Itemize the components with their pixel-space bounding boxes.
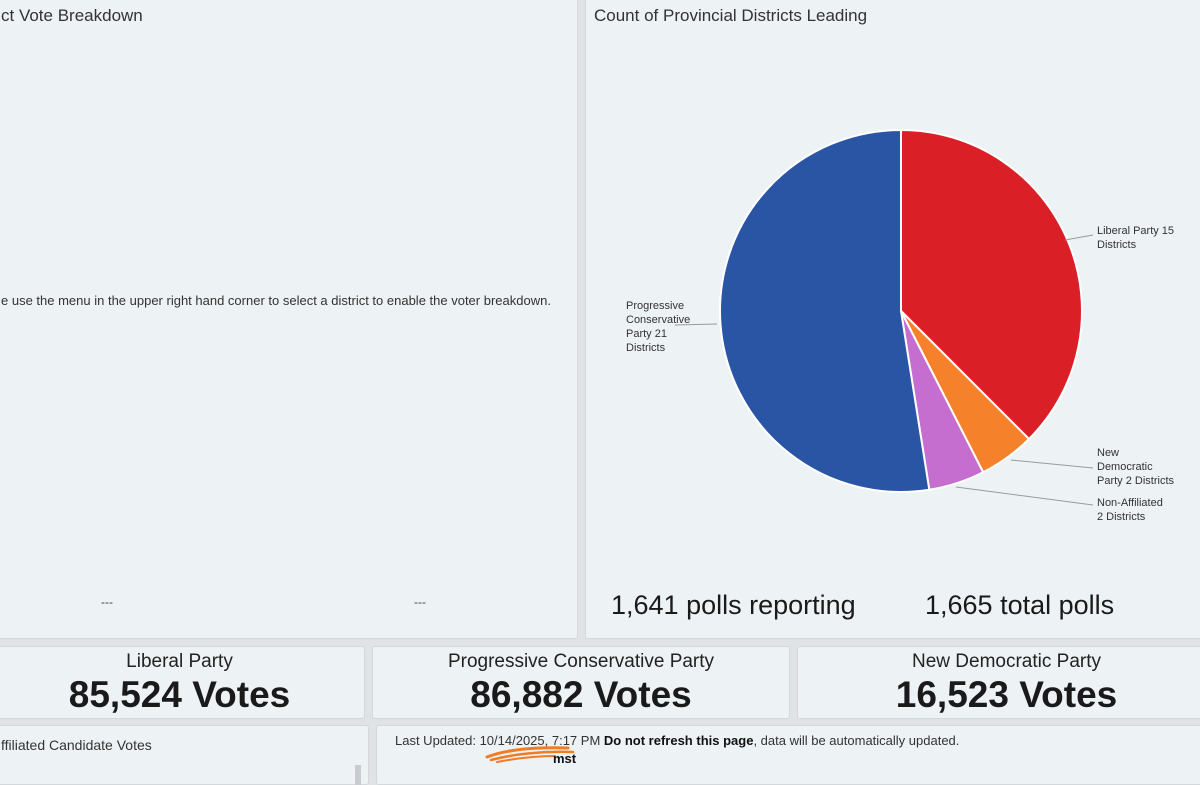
orange-scribble-annotation bbox=[485, 746, 575, 763]
last-updated-timestamp: 10/14/2025, 7:17 PM bbox=[479, 733, 601, 748]
party-name: Liberal Party bbox=[126, 651, 233, 672]
party-name: New Democratic Party bbox=[912, 651, 1101, 672]
placeholder-value: --- bbox=[414, 595, 426, 609]
polls-reporting: 1,641 polls reporting bbox=[611, 590, 856, 620]
party-votes: 16,523 Votes bbox=[895, 674, 1118, 715]
last-updated-label: Last Updated: bbox=[395, 733, 476, 748]
scrollbar[interactable] bbox=[355, 765, 361, 785]
district-vote-breakdown-panel: ct Vote Breakdown e use the menu in the … bbox=[0, 0, 578, 639]
panel-title: ffiliated Candidate Votes bbox=[1, 737, 152, 753]
panel-title: ct Vote Breakdown bbox=[1, 6, 143, 25]
districts-leading-panel: Count of Provincial Districts Leading 1,… bbox=[585, 0, 1200, 639]
last-updated-panel: Last Updated: 10/14/2025, 7:17 PM Do not… bbox=[376, 725, 1200, 785]
non-affiliated-votes-panel: ffiliated Candidate Votes bbox=[0, 725, 369, 785]
timezone-annotation: mst bbox=[553, 751, 577, 766]
party-name: Progressive Conservative Party bbox=[447, 651, 715, 672]
panel-title: Count of Provincial Districts Leading bbox=[594, 6, 868, 25]
vote-card-liberal: Liberal Party 85,524 Votes bbox=[0, 646, 365, 719]
vote-card-progressive-conservative: Progressive Conservative Party 86,882 Vo… bbox=[372, 646, 790, 719]
last-updated-text: Last Updated: 10/14/2025, 7:17 PM Do not… bbox=[395, 733, 959, 748]
select-district-notice: e use the menu in the upper right hand c… bbox=[1, 293, 551, 308]
auto-update-note: , data will be automatically updated. bbox=[753, 733, 960, 748]
party-votes: 85,524 Votes bbox=[68, 674, 291, 715]
placeholder-value: --- bbox=[101, 595, 113, 609]
party-votes: 86,882 Votes bbox=[470, 674, 692, 715]
do-not-refresh-warning: Do not refresh this page bbox=[603, 733, 754, 748]
vote-card-new-democratic: New Democratic Party 16,523 Votes bbox=[797, 646, 1200, 719]
total-polls: 1,665 total polls bbox=[925, 590, 1115, 620]
